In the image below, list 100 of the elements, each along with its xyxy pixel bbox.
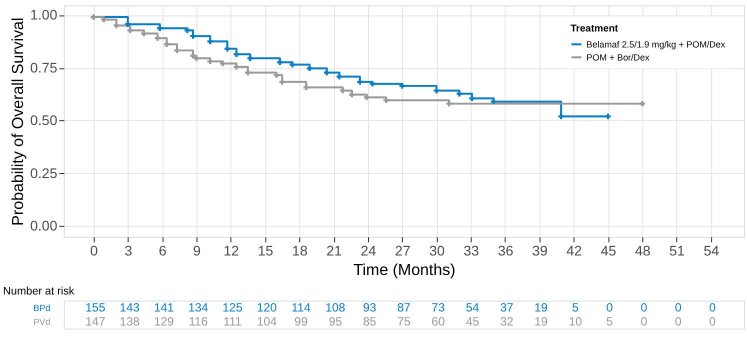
x-tick-label: 15 <box>258 242 274 258</box>
x-tick-label: 3 <box>124 242 132 258</box>
text: 114 <box>292 300 311 315</box>
point <box>234 52 240 57</box>
text: 0 <box>709 300 716 315</box>
point <box>125 22 131 27</box>
text: 37 <box>500 300 514 315</box>
text: 141 <box>154 300 174 315</box>
text: 54 <box>466 300 480 315</box>
text: 104 <box>256 314 278 329</box>
point <box>247 56 253 61</box>
point <box>274 72 280 78</box>
point <box>605 114 611 120</box>
text: 147 <box>85 314 106 329</box>
x-tick-label: 30 <box>429 242 445 258</box>
point <box>207 58 213 64</box>
text: BPd <box>33 303 50 314</box>
legend-label: POM + Bor/Dex <box>586 52 650 62</box>
text: 0 <box>640 300 648 315</box>
y-tick-label: 0.75 <box>30 59 58 76</box>
point <box>157 26 163 31</box>
x-tick-label: 9 <box>193 242 202 258</box>
point <box>127 28 133 34</box>
point <box>303 84 309 90</box>
point <box>245 70 251 76</box>
text: 99 <box>294 314 308 329</box>
text: 95 <box>328 314 342 329</box>
y-tick-label: 0.50 <box>30 112 58 128</box>
text: 138 <box>120 314 140 329</box>
point <box>490 98 496 104</box>
x-tick-label: 6 <box>158 242 167 258</box>
point <box>383 98 389 104</box>
x-tick-label: 24 <box>360 242 376 258</box>
text: 0 <box>674 300 682 315</box>
text: 0 <box>674 314 682 329</box>
point <box>277 60 283 66</box>
point <box>456 91 462 96</box>
point <box>364 94 370 100</box>
legend-label: Belamaf 2.5/1.9 mg/kg + POM/Dex <box>586 39 726 50</box>
x-tick-label: 27 <box>394 242 411 258</box>
text: 111 <box>223 314 242 329</box>
point <box>324 70 330 76</box>
x-tick-label: 33 <box>464 242 480 258</box>
text: 73 <box>432 300 446 315</box>
point <box>141 30 147 36</box>
x-tick-label: 45 <box>600 242 616 258</box>
text: 32 <box>500 314 514 329</box>
point <box>349 92 355 98</box>
x-tick-label: 18 <box>292 242 308 258</box>
point <box>336 74 342 80</box>
x-axis-title: Time (Months) <box>353 262 456 280</box>
text: 108 <box>325 300 346 315</box>
point <box>370 81 376 87</box>
x-tick-label: 0 <box>90 242 98 258</box>
text: 85 <box>362 314 377 329</box>
text: 129 <box>154 314 174 329</box>
text: 125 <box>222 300 243 315</box>
x-tick-label: 48 <box>635 242 651 258</box>
point <box>306 66 312 72</box>
text: 19 <box>534 300 548 315</box>
text: 0 <box>709 314 716 329</box>
point <box>101 16 107 22</box>
x-tick-label: 39 <box>532 242 548 258</box>
x-tick-label: 36 <box>498 242 514 258</box>
text: 93 <box>362 300 377 315</box>
text: 5 <box>572 300 580 315</box>
y-tick-label: 0.25 <box>30 164 58 181</box>
point <box>184 28 190 34</box>
text: 120 <box>256 300 278 315</box>
text: 143 <box>120 300 140 315</box>
y-tick-label: 0.00 <box>30 218 58 234</box>
x-tick-label: 54 <box>704 242 720 258</box>
text: 0 <box>640 314 648 329</box>
x-tick-label: 12 <box>223 242 240 258</box>
legend-title: Treatment <box>570 23 619 34</box>
text: 5 <box>606 314 614 329</box>
text: Number at risk <box>2 286 75 298</box>
text: 0 <box>606 300 614 315</box>
point <box>279 79 285 85</box>
text: 155 <box>85 300 106 315</box>
point <box>469 96 475 102</box>
point <box>399 83 405 89</box>
text: 75 <box>397 314 411 329</box>
text: 134 <box>188 300 209 315</box>
point <box>220 60 226 66</box>
point <box>290 62 296 68</box>
point <box>224 46 230 52</box>
point <box>190 52 196 58</box>
point <box>640 100 645 106</box>
x-tick-label: 51 <box>669 242 686 258</box>
x-tick-label: 42 <box>566 242 582 258</box>
point <box>194 56 200 61</box>
point <box>207 38 213 44</box>
point <box>446 100 452 106</box>
point <box>154 35 160 41</box>
point <box>357 79 363 85</box>
text: 45 <box>466 314 480 329</box>
y-tick-label: 1.00 <box>30 6 58 22</box>
point <box>234 64 240 70</box>
point <box>558 114 564 120</box>
